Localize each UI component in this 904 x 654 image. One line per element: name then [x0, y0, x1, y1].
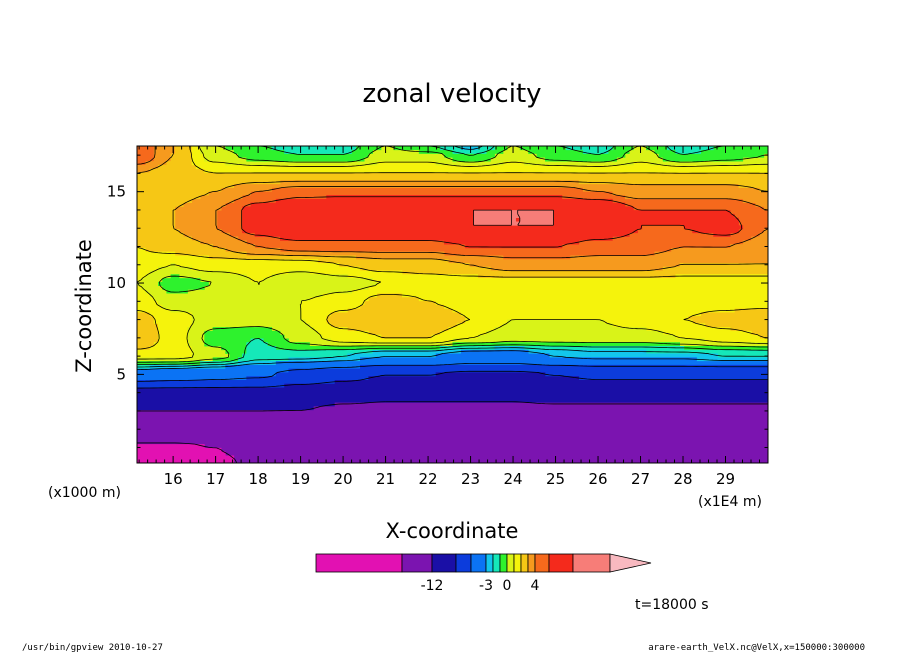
contour-band	[137, 372, 769, 411]
y-tick-label: 15	[107, 183, 126, 201]
y-tick-label: 10	[107, 274, 126, 292]
footer-right: arare-earth_VelX.nc@VelX,x=150000:300000	[648, 643, 865, 653]
contour-band	[137, 402, 769, 464]
x-tick-label: 18	[249, 470, 268, 488]
contour-line	[136, 146, 769, 259]
x-tick-label: 16	[164, 470, 183, 488]
contour-band	[137, 146, 769, 362]
colorbar-segment	[548, 553, 574, 573]
colorbar-segment	[431, 553, 457, 573]
x-tick-label: 24	[504, 470, 523, 488]
contour-band	[137, 364, 769, 388]
time-annotation: t=18000 s	[635, 597, 709, 613]
x-tick-label: 25	[546, 470, 565, 488]
colorbar-segment	[520, 553, 529, 573]
colorbar-extend-arrow	[609, 553, 652, 573]
colorbar-segment	[527, 553, 536, 573]
contour-band	[137, 444, 235, 464]
y-tick-label: 5	[116, 365, 126, 383]
colorbar-segment	[470, 553, 487, 573]
x-tick-label: 20	[334, 470, 353, 488]
colorbar-segment	[315, 553, 403, 573]
x-tick-label: 28	[673, 470, 692, 488]
x-tick-label: 22	[419, 470, 438, 488]
contour-line	[137, 145, 769, 360]
contour-line	[136, 370, 768, 389]
contour-line	[136, 363, 768, 382]
x-tick-label: 23	[461, 470, 480, 488]
contour-line	[473, 209, 554, 226]
colorbar-label: 4	[531, 578, 540, 594]
contour-plot: 16 17 18 19 20 21 22 23 24 25 26 27 28 29 5 10 15	[107, 145, 769, 488]
x-axis-label: X-coordinate	[386, 519, 519, 543]
contour-band	[137, 146, 769, 358]
colorbar-segment	[513, 553, 522, 573]
filled-contours	[137, 146, 769, 464]
x-unit-left: (x1000 m)	[48, 485, 121, 501]
y-axis: 5 10 15	[107, 154, 768, 448]
colorbar-segment	[492, 553, 501, 573]
y-axis-label: Z-coordinate	[72, 239, 96, 373]
contour-line	[137, 442, 238, 464]
x-unit-right: (x1E4 m)	[698, 494, 762, 510]
plot-frame	[136, 145, 769, 464]
x-axis: 16 17 18 19 20 21 22 23 24 25 26 27 28 29	[138, 146, 769, 488]
colorbar-label: -12	[421, 578, 444, 594]
colorbar-segment	[485, 553, 494, 573]
colorbar: -12 -3 0 4	[315, 553, 652, 594]
x-tick-label: 27	[631, 470, 650, 488]
contour-band	[242, 195, 744, 249]
contour-line	[136, 350, 768, 371]
colorbar-segment	[455, 553, 472, 573]
colorbar-label: 0	[503, 578, 512, 594]
x-tick-label: 26	[588, 470, 607, 488]
footer-left: /usr/bin/gpview 2010-10-27	[22, 643, 163, 653]
x-tick-label: 19	[291, 470, 310, 488]
colorbar-segment	[506, 553, 515, 573]
contour-lines	[136, 145, 769, 464]
colorbar-segment	[534, 553, 550, 573]
colorbar-segment	[499, 553, 508, 573]
chart-title: zonal velocity	[362, 79, 541, 109]
contour-line	[137, 401, 768, 412]
colorbar-segment	[401, 553, 433, 573]
x-tick-label: 21	[376, 470, 395, 488]
colorbar-label: -3	[479, 578, 493, 594]
x-tick-label: 29	[716, 470, 735, 488]
contour-band	[137, 146, 769, 271]
colorbar-segment	[572, 553, 611, 573]
contour-band	[473, 210, 554, 226]
x-tick-label: 17	[206, 470, 225, 488]
